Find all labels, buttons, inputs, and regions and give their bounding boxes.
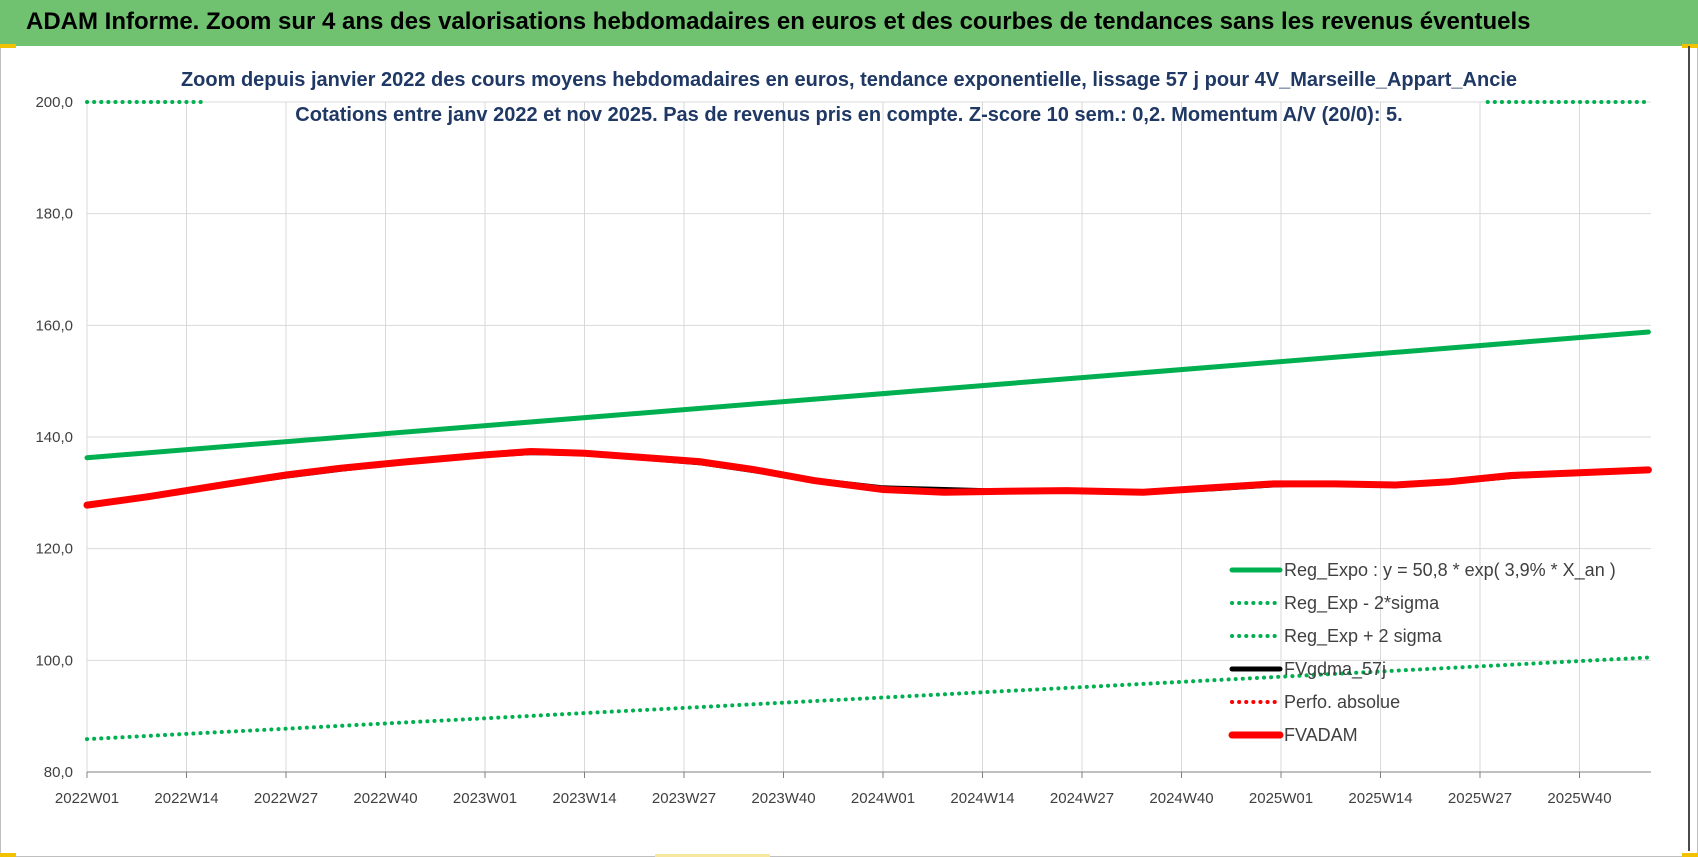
legend-label: Reg_Exp - 2*sigma bbox=[1284, 593, 1440, 614]
corner-accent-bottom-right bbox=[1682, 853, 1698, 857]
x-tick-label: 2022W27 bbox=[254, 790, 318, 807]
series-reg-exp-2-sigma bbox=[85, 655, 1651, 742]
bottom-accent-mark bbox=[655, 854, 770, 857]
header-bar: ADAM Informe. Zoom sur 4 ans des valoris… bbox=[0, 0, 1698, 46]
x-tick-label: 2023W27 bbox=[652, 790, 716, 807]
series-lines bbox=[83, 100, 1652, 742]
x-axis-ticks: 2022W01 2022W14 2022W27 2022W40 2023W01 2023W… bbox=[55, 790, 1612, 807]
x-tick-label: 2024W40 bbox=[1149, 790, 1213, 807]
y-tick-label: 120,0 bbox=[35, 541, 73, 558]
y-axis-ticks: 80,0 100,0 120,0 140,0 160,0 180,0 200,0 bbox=[35, 94, 73, 781]
page-title: ADAM Informe. Zoom sur 4 ans des valoris… bbox=[26, 8, 1531, 35]
y-tick-label: 80,0 bbox=[44, 764, 73, 781]
right-edge-bar bbox=[1688, 46, 1690, 851]
x-tick-label: 2022W01 bbox=[55, 790, 119, 807]
x-tick-label: 2024W27 bbox=[1050, 790, 1114, 807]
legend-label: Reg_Expo : y = 50,8 * exp( 3,9% * X_an ) bbox=[1284, 560, 1616, 581]
x-tick-label: 2023W14 bbox=[552, 790, 616, 807]
x-tick-label: 2023W40 bbox=[751, 790, 815, 807]
y-tick-label: 180,0 bbox=[35, 206, 73, 223]
legend-label: Perfo. absolue bbox=[1284, 692, 1400, 712]
corner-accent-top-left bbox=[0, 44, 16, 48]
grid-lines bbox=[86, 101, 1651, 778]
chart-subtitle: Cotations entre janv 2022 et nov 2025. P… bbox=[295, 104, 1403, 126]
series-reg-expo-y-50-8-exp-3-9-x-an bbox=[84, 329, 1651, 461]
legend-label: Reg_Exp + 2 sigma bbox=[1284, 626, 1443, 647]
x-tick-label: 2025W40 bbox=[1547, 790, 1611, 807]
x-tick-label: 2025W14 bbox=[1348, 790, 1412, 807]
y-tick-label: 200,0 bbox=[35, 94, 73, 111]
corner-accent-bottom-left bbox=[0, 853, 16, 857]
x-tick-label: 2023W01 bbox=[453, 790, 517, 807]
y-tick-label: 100,0 bbox=[35, 652, 73, 669]
legend-label: FVADAM bbox=[1284, 725, 1358, 745]
corner-accent-top-right bbox=[1682, 44, 1698, 48]
x-tick-label: 2024W14 bbox=[950, 790, 1014, 807]
x-tick-label: 2022W40 bbox=[353, 790, 417, 807]
x-tick-label: 2022W14 bbox=[154, 790, 218, 807]
series-fvgdma-57j bbox=[84, 450, 1651, 508]
y-tick-label: 140,0 bbox=[35, 429, 73, 446]
legend: Reg_Expo : y = 50,8 * exp( 3,9% * X_an )… bbox=[1228, 560, 1616, 745]
legend-label: FVgdma_57j bbox=[1284, 659, 1386, 680]
y-tick-label: 160,0 bbox=[35, 317, 73, 334]
chart-title: Zoom depuis janvier 2022 des cours moyen… bbox=[180, 69, 1518, 91]
x-tick-label: 2025W01 bbox=[1249, 790, 1313, 807]
x-tick-label: 2025W27 bbox=[1448, 790, 1512, 807]
x-tick-label: 2024W01 bbox=[851, 790, 915, 807]
series-fvadam bbox=[83, 447, 1652, 509]
